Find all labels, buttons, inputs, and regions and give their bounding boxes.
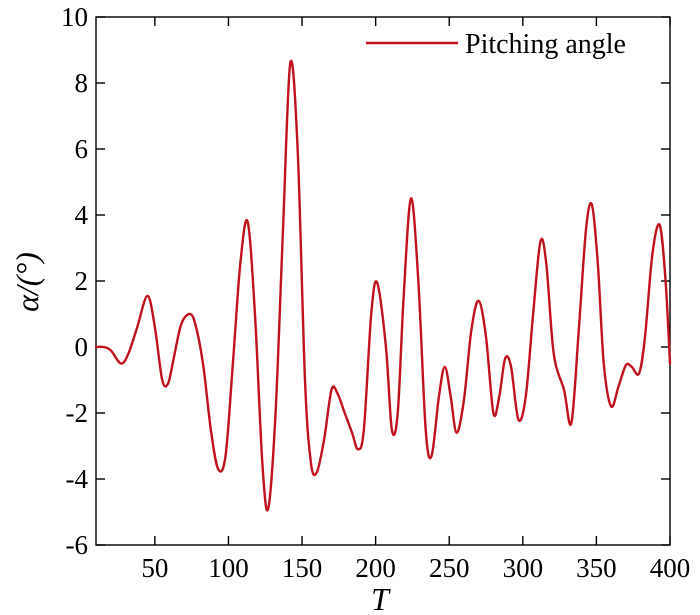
y-tick-label: 0 — [75, 332, 89, 362]
x-tick-label: 400 — [650, 553, 691, 583]
y-tick-label: 10 — [61, 2, 88, 32]
legend: Pitching angle — [366, 29, 626, 60]
plot-border — [95, 16, 671, 546]
x-tick-label: 50 — [141, 553, 168, 583]
x-tick-label: 150 — [282, 553, 323, 583]
x-tick-label: 350 — [576, 553, 617, 583]
y-tick-label: -2 — [66, 398, 89, 428]
x-tick-label: 250 — [429, 553, 470, 583]
series-line-pitching-angle — [94, 59, 672, 512]
y-tick-label: 2 — [75, 266, 89, 296]
y-tick-label: 4 — [75, 200, 89, 230]
x-axis-ticks: 50 100 150 200 250 300 350 400 — [141, 17, 690, 583]
x-tick-label: 200 — [355, 553, 396, 583]
y-tick-label: -6 — [66, 530, 89, 560]
x-tick-label: 100 — [208, 553, 249, 583]
y-axis-label: α/(°) — [9, 252, 45, 312]
y-axis-ticks: -6 -4 -2 0 2 4 6 8 10 — [61, 2, 670, 560]
y-tick-label: 6 — [75, 134, 89, 164]
y-tick-label: -4 — [66, 464, 89, 494]
y-tick-label: 8 — [75, 68, 89, 98]
x-tick-label: 300 — [503, 553, 544, 583]
plot-frame — [95, 16, 671, 546]
legend-label-pitching-angle: Pitching angle — [465, 29, 626, 60]
x-axis-label: T — [371, 581, 391, 615]
